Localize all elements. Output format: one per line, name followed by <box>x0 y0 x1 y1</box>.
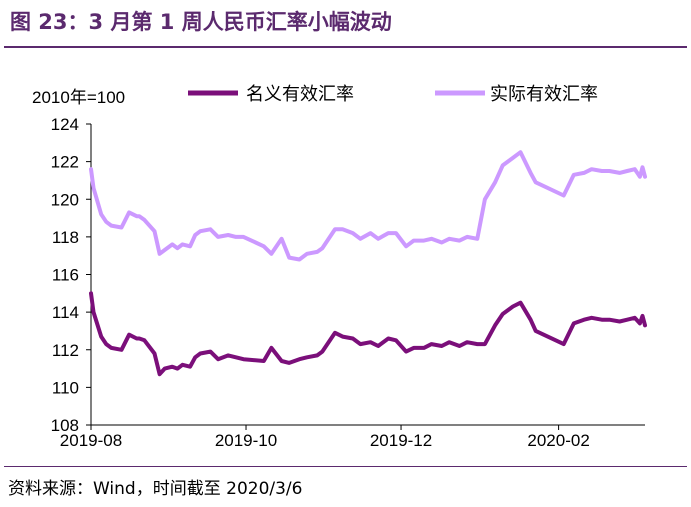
legend-real-label: 实际有效汇率 <box>490 84 598 104</box>
chart-series <box>89 150 647 377</box>
chart-axes: 108 110 112 114 116 118 120 122 124 2010年=100 2019… <box>32 88 645 450</box>
y-tick-label: 114 <box>52 303 79 322</box>
source-note: 资料来源：Wind，时间截至 2020/3/6 <box>8 479 303 499</box>
exchange-rate-chart: 108 110 112 114 116 118 120 122 124 2010年=100 2019… <box>32 84 647 450</box>
chart-title: 图 23：3 月第 1 周人民币汇率小幅波动 <box>10 10 392 34</box>
x-tick-label: 2019-08 <box>60 431 122 450</box>
legend-nominal-label: 名义有效汇率 <box>246 84 354 104</box>
x-tick-label: 2019-12 <box>370 431 432 450</box>
nominal-rate-line <box>89 291 647 377</box>
x-tick-label: 2020-02 <box>527 431 589 450</box>
x-tick-label: 2019-10 <box>215 431 277 450</box>
y-unit-label: 2010年=100 <box>32 88 125 107</box>
y-tick-label: 122 <box>51 153 79 172</box>
y-tick-label: 108 <box>51 416 79 435</box>
y-tick-label: 112 <box>52 341 79 360</box>
y-tick-label: 120 <box>51 190 79 209</box>
y-tick-label: 110 <box>52 378 79 397</box>
chart-legend: 名义有效汇率 实际有效汇率 <box>188 84 598 104</box>
real-rate-line <box>89 150 647 262</box>
y-tick-label: 118 <box>52 228 79 247</box>
footer-divider <box>4 466 687 467</box>
y-tick-label: 124 <box>51 115 79 134</box>
title-divider <box>4 46 687 48</box>
y-tick-label: 116 <box>52 266 79 285</box>
